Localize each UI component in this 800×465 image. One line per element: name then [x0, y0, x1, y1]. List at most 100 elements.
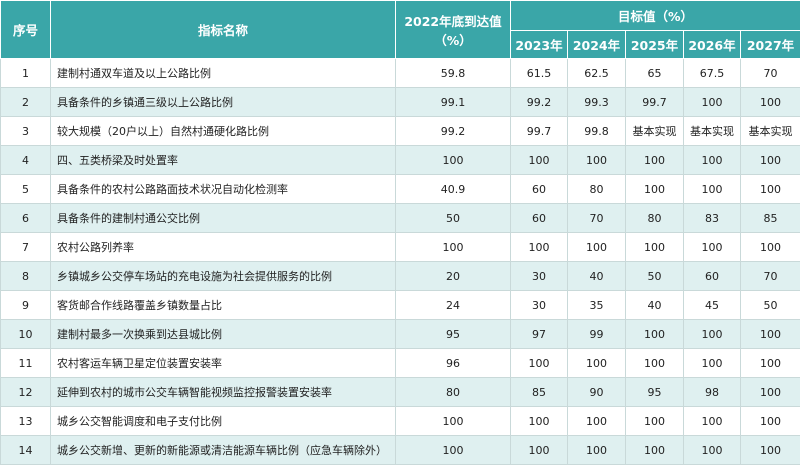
value-cell: 99.3 — [567, 87, 626, 117]
value-cell: 59.8 — [395, 58, 511, 88]
value-cell: 100 — [683, 348, 741, 378]
value-cell: 100 — [625, 145, 684, 175]
row-no: 12 — [0, 377, 51, 407]
value-cell: 100 — [739, 232, 800, 262]
table-row: 14 城乡公交新增、更新的新能源或清洁能源车辆比例（应急车辆除外） 100 100 10… — [0, 435, 800, 465]
indicator-name: 农村客运车辆卫星定位装置安装率 — [50, 348, 396, 378]
table-row: 1 建制村通双车道及以上公路比例 59.8 61.5 62.5 65 67.5 70 — [0, 58, 800, 88]
header-base-unit: （%） — [434, 32, 472, 48]
indicator-name: 建制村通双车道及以上公路比例 — [50, 58, 396, 88]
value-cell: 60 — [510, 174, 568, 204]
value-cell: 100 — [739, 348, 800, 378]
value-cell: 80 — [625, 203, 684, 233]
value-cell: 100 — [683, 319, 741, 349]
indicator-name: 客货邮合作线路覆盖乡镇数量占比 — [50, 290, 396, 320]
value-cell: 100 — [739, 174, 800, 204]
value-cell: 99.2 — [510, 87, 568, 117]
value-cell: 40 — [567, 261, 626, 291]
value-cell: 100 — [625, 435, 684, 465]
value-cell: 100 — [567, 348, 626, 378]
value-cell: 100 — [395, 232, 511, 262]
value-cell: 100 — [739, 406, 800, 436]
value-cell: 95 — [625, 377, 684, 407]
value-cell: 40.9 — [395, 174, 511, 204]
value-cell: 70 — [739, 58, 800, 88]
value-cell: 100 — [739, 377, 800, 407]
row-no: 9 — [0, 290, 51, 320]
value-cell: 83 — [683, 203, 741, 233]
value-cell: 100 — [625, 232, 684, 262]
value-cell: 24 — [395, 290, 511, 320]
value-cell: 基本实现 — [625, 116, 684, 146]
value-cell: 100 — [625, 406, 684, 436]
value-cell: 100 — [510, 145, 568, 175]
value-cell: 50 — [625, 261, 684, 291]
indicator-name: 城乡公交智能调度和电子支付比例 — [50, 406, 396, 436]
value-cell: 100 — [683, 145, 741, 175]
table-row: 7 农村公路列养率 100 100 100 100 100 100 — [0, 232, 800, 262]
indicator-name: 城乡公交新增、更新的新能源或清洁能源车辆比例（应急车辆除外） — [50, 435, 396, 465]
value-cell: 70 — [567, 203, 626, 233]
header-year: 2027年 — [739, 30, 800, 59]
value-cell: 100 — [625, 348, 684, 378]
row-no: 3 — [0, 116, 51, 146]
value-cell: 60 — [510, 203, 568, 233]
table-row: 9 客货邮合作线路覆盖乡镇数量占比 24 30 35 40 45 50 — [0, 290, 800, 320]
value-cell: 99.2 — [395, 116, 511, 146]
table-row: 11 农村客运车辆卫星定位装置安装率 96 100 100 100 100 100 — [0, 348, 800, 378]
table-row: 10 建制村最多一次换乘到达县城比例 95 97 99 100 100 100 — [0, 319, 800, 349]
indicator-name: 较大规模（20户以上）自然村通硬化路比例 — [50, 116, 396, 146]
value-cell: 30 — [510, 261, 568, 291]
indicator-name: 乡镇城乡公交停车场站的充电设施为社会提供服务的比例 — [50, 261, 396, 291]
value-cell: 30 — [510, 290, 568, 320]
value-cell: 99.7 — [625, 87, 684, 117]
value-cell: 100 — [739, 435, 800, 465]
value-cell: 100 — [510, 348, 568, 378]
header-name: 指标名称 — [50, 0, 396, 59]
value-cell: 100 — [510, 232, 568, 262]
value-cell: 基本实现 — [739, 116, 800, 146]
value-cell: 100 — [567, 232, 626, 262]
header-year: 2024年 — [567, 30, 626, 59]
row-no: 2 — [0, 87, 51, 117]
value-cell: 90 — [567, 377, 626, 407]
indicator-name: 延伸到农村的城市公交车辆智能视频监控报警装置安装率 — [50, 377, 396, 407]
value-cell: 100 — [567, 435, 626, 465]
indicator-name: 具备条件的建制村通公交比例 — [50, 203, 396, 233]
value-cell: 100 — [683, 174, 741, 204]
value-cell: 基本实现 — [683, 116, 741, 146]
value-cell: 98 — [683, 377, 741, 407]
value-cell: 99.8 — [567, 116, 626, 146]
value-cell: 85 — [510, 377, 568, 407]
value-cell: 100 — [567, 145, 626, 175]
value-cell: 100 — [510, 435, 568, 465]
table-row: 12 延伸到农村的城市公交车辆智能视频监控报警装置安装率 80 85 90 95 98 100 — [0, 377, 800, 407]
table-row: 2 具备条件的乡镇通三级以上公路比例 99.1 99.2 99.3 99.7 100 100 — [0, 87, 800, 117]
value-cell: 60 — [683, 261, 741, 291]
value-cell: 100 — [739, 319, 800, 349]
value-cell: 40 — [625, 290, 684, 320]
indicator-name: 四、五类桥梁及时处置率 — [50, 145, 396, 175]
value-cell: 97 — [510, 319, 568, 349]
value-cell: 45 — [683, 290, 741, 320]
row-no: 7 — [0, 232, 51, 262]
row-no: 11 — [0, 348, 51, 378]
header-year: 2025年 — [625, 30, 684, 59]
value-cell: 100 — [510, 406, 568, 436]
indicator-name: 具备条件的农村公路路面技术状况自动化检测率 — [50, 174, 396, 204]
row-no: 13 — [0, 406, 51, 436]
value-cell: 50 — [739, 290, 800, 320]
value-cell: 99.7 — [510, 116, 568, 146]
value-cell: 99 — [567, 319, 626, 349]
value-cell: 100 — [625, 319, 684, 349]
value-cell: 100 — [739, 87, 800, 117]
table-row: 4 四、五类桥梁及时处置率 100 100 100 100 100 100 — [0, 145, 800, 175]
row-no: 6 — [0, 203, 51, 233]
header-target: 目标值（%） — [509, 0, 800, 31]
row-no: 10 — [0, 319, 51, 349]
table-row: 6 具备条件的建制村通公交比例 50 60 70 80 83 85 — [0, 203, 800, 233]
table-row: 13 城乡公交智能调度和电子支付比例 100 100 100 100 100 100 — [0, 406, 800, 436]
value-cell: 20 — [395, 261, 511, 291]
row-no: 4 — [0, 145, 51, 175]
